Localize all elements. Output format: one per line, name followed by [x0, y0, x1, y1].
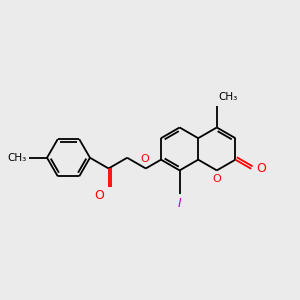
Text: I: I [178, 196, 182, 210]
Text: CH₃: CH₃ [219, 92, 238, 102]
Text: O: O [256, 162, 266, 175]
Text: O: O [94, 189, 104, 202]
Text: O: O [212, 174, 221, 184]
Text: CH₃: CH₃ [7, 153, 26, 163]
Text: O: O [140, 154, 149, 164]
